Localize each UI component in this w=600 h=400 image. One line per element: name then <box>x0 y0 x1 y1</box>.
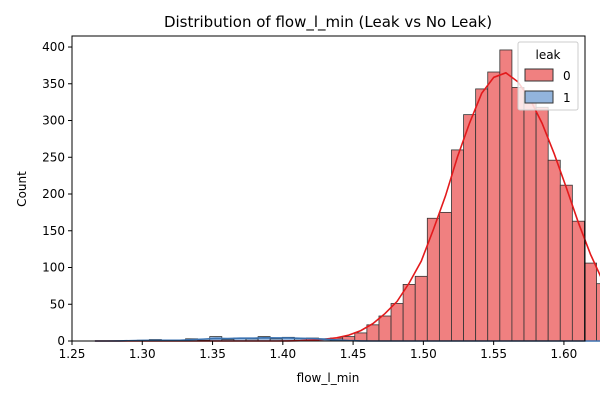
x-tick-label-4: 1.45 <box>340 347 367 361</box>
legend-title: leak <box>535 48 560 62</box>
y-tick-label-4: 200 <box>42 187 65 201</box>
y-tick-label-3: 150 <box>42 224 65 238</box>
x-tick-label-6: 1.55 <box>480 347 507 361</box>
bar-series-0-bin-42 <box>596 283 600 342</box>
x-tick-label-5: 1.50 <box>410 347 437 361</box>
chart-title: Distribution of flow_l_min (Leak vs No L… <box>164 13 492 32</box>
y-axis-label: Count <box>15 171 29 207</box>
x-tick-label-3: 1.40 <box>269 347 296 361</box>
bar-series-0-bin-28 <box>426 217 440 342</box>
bar-series-0-bin-35 <box>511 87 525 342</box>
bar-series-0-bin-23 <box>366 324 380 342</box>
x-axis-ticks: 1.25 1.30 1.35 1.40 1.45 1.50 1.55 1.60 <box>59 341 578 361</box>
y-tick-label-8: 400 <box>42 40 65 54</box>
bar-series-0-bin-33 <box>487 71 501 342</box>
bar-series-0-bin-25 <box>390 303 404 342</box>
x-axis-label: flow_l_min <box>297 371 360 385</box>
y-axis-ticks: 0 50 100 150 200 250 300 350 400 <box>42 40 72 348</box>
legend-label-1: 1 <box>563 91 571 105</box>
bar-series-0-bin-32 <box>475 88 489 342</box>
bar-series-0-bin-24 <box>378 315 392 342</box>
bar-series-0-bin-38 <box>547 159 561 342</box>
bar-series-0-bin-37 <box>535 106 549 342</box>
y-tick-label-1: 50 <box>50 297 65 311</box>
bar-series-0-bin-40 <box>571 220 585 342</box>
y-tick-label-2: 100 <box>42 261 65 275</box>
bar-series-0-bin-39 <box>559 184 573 342</box>
series-0-bars <box>306 49 600 342</box>
bar-series-0-bin-34 <box>499 49 513 342</box>
bar-series-0-bin-26 <box>402 284 416 342</box>
bar-series-0-bin-41 <box>584 262 597 342</box>
x-tick-label-2: 1.35 <box>199 347 226 361</box>
bar-series-0-bin-22 <box>354 332 368 342</box>
y-tick-label-6: 300 <box>42 114 65 128</box>
bar-series-0-bin-29 <box>438 211 452 342</box>
x-tick-label-1: 1.30 <box>129 347 156 361</box>
legend-swatch-1 <box>524 90 554 104</box>
bar-series-0-bin-31 <box>463 114 477 342</box>
x-tick-label-7: 1.60 <box>551 347 578 361</box>
plot-frame <box>71 35 586 342</box>
bar-series-0-bin-30 <box>451 149 464 342</box>
y-tick-label-5: 250 <box>42 150 65 164</box>
y-tick-label-0: 0 <box>57 334 65 348</box>
bar-series-0-bin-27 <box>414 275 428 342</box>
y-tick-label-7: 350 <box>42 77 65 91</box>
bar-series-0-bin-36 <box>523 97 537 342</box>
x-tick-label-0: 1.25 <box>59 347 86 361</box>
legend-swatch-0 <box>524 68 554 82</box>
legend: leak 0 1 <box>517 41 579 111</box>
legend-label-0: 0 <box>563 69 571 83</box>
